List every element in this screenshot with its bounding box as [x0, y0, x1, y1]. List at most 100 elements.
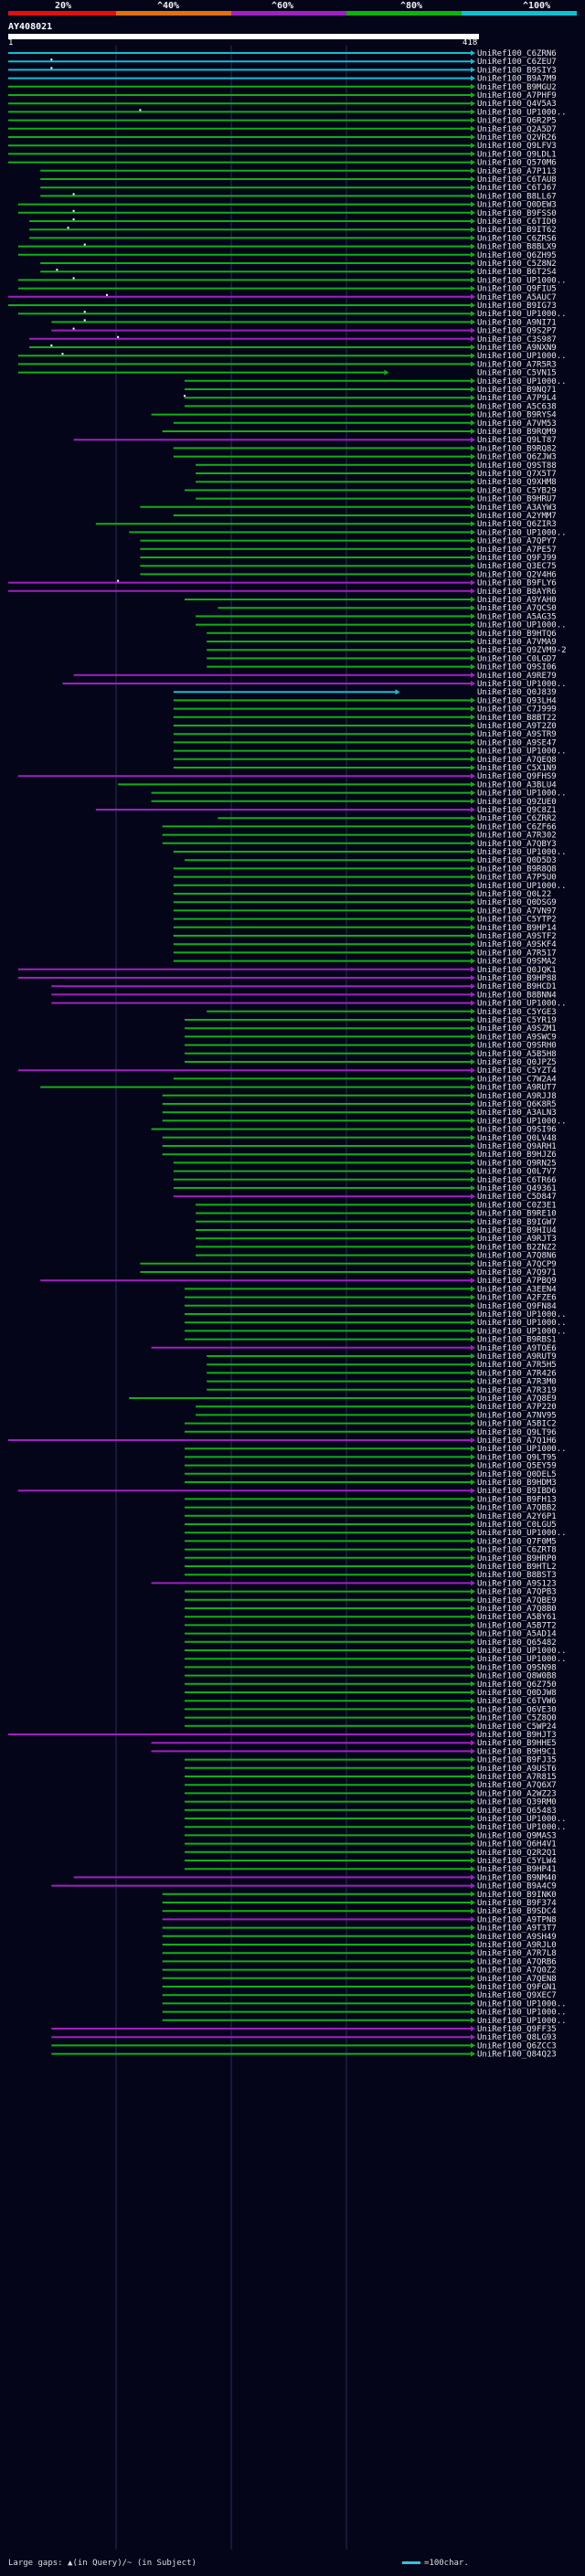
hit-row[interactable]: UniRef100_A9UST6	[184, 1765, 557, 1774]
hit-row[interactable]: UniRef100_Q9ZVM9-2	[207, 646, 567, 655]
hit-label[interactable]: UniRef100_B9FH13	[477, 1495, 557, 1504]
hit-label[interactable]: UniRef100_Q4V5A3	[477, 100, 557, 109]
hit-row[interactable]: UniRef100_Q9FHS9	[17, 772, 557, 781]
hit-label[interactable]: UniRef100_C5Z8Q0	[477, 1714, 557, 1723]
hit-label[interactable]: UniRef100_B9HCD1	[477, 982, 557, 991]
hit-row[interactable]: UniRef100_A9S123	[151, 1579, 557, 1588]
hit-label[interactable]: UniRef100_Q6VE30	[477, 1705, 557, 1714]
hit-row[interactable]: UniRef100_Q9C8Z1	[95, 806, 557, 815]
hit-label[interactable]: UniRef100_UP1000..	[477, 528, 567, 537]
hit-label[interactable]: UniRef100_B9RE10	[477, 1210, 557, 1219]
hit-row[interactable]: UniRef100_Q0D5D3	[184, 856, 557, 865]
hit-row[interactable]: UniRef100_C5YTP2	[173, 916, 557, 925]
hit-label[interactable]: UniRef100_A9NXN9	[477, 344, 557, 353]
hit-label[interactable]: UniRef100_Q0DEL5	[477, 1470, 557, 1479]
hit-row[interactable]: UniRef100_UP1000..	[184, 1655, 567, 1664]
hit-label[interactable]: UniRef100_A9RJT3	[477, 1235, 557, 1244]
hit-label[interactable]: UniRef100_C5YLW4	[477, 1857, 557, 1866]
hit-row[interactable]: UniRef100_B6T2S4	[40, 268, 557, 277]
hit-row[interactable]: UniRef100_B9SDC4	[162, 1907, 557, 1916]
hit-row[interactable]: UniRef100_B9IGW7	[196, 1218, 557, 1227]
hit-row[interactable]: UniRef100_UP1000..	[129, 528, 567, 537]
hit-label[interactable]: UniRef100_Q9LFV3	[477, 142, 557, 151]
hit-row[interactable]: UniRef100_A7Q8N6	[196, 1252, 557, 1261]
hit-row[interactable]: UniRef100_B9IBD6	[17, 1487, 557, 1496]
hit-label[interactable]: UniRef100_B8BST3	[477, 1571, 557, 1580]
hit-label[interactable]: UniRef100_UP1000..	[477, 848, 567, 857]
hit-row[interactable]: UniRef100_B8BST3	[184, 1571, 557, 1580]
hit-label[interactable]: UniRef100_Q5EY59	[477, 1462, 557, 1471]
hit-label[interactable]: UniRef100_Q0D5D3	[477, 856, 557, 865]
hit-label[interactable]: UniRef100_Q9RN25	[477, 1159, 557, 1168]
hit-label[interactable]: UniRef100_B9NQ71	[477, 386, 557, 395]
hit-label[interactable]: UniRef100_C6TAU8	[477, 175, 557, 185]
hit-row[interactable]: UniRef100_C6ZRT8	[184, 1546, 557, 1555]
hit-label[interactable]: UniRef100_C0LGU5	[477, 1521, 557, 1530]
hit-row[interactable]: UniRef100_Q84Q23	[51, 2051, 557, 2060]
hit-label[interactable]: UniRef100_B9HP14	[477, 924, 557, 933]
hit-row[interactable]: UniRef100_A2FZE6	[184, 1294, 557, 1303]
hit-row[interactable]: UniRef100_B9FJ35	[184, 1756, 557, 1765]
hit-label[interactable]: UniRef100_Q6Z750	[477, 1680, 557, 1690]
hit-row[interactable]: UniRef100_A5C638	[184, 402, 557, 411]
hit-label[interactable]: UniRef100_B9HP41	[477, 1865, 557, 1874]
hit-label[interactable]: UniRef100_B9RBS1	[477, 1336, 557, 1345]
hit-row[interactable]: UniRef100_A7R426	[207, 1369, 557, 1378]
hit-label[interactable]: UniRef100_A9SWC9	[477, 1033, 557, 1042]
hit-label[interactable]: UniRef100_C5YTP2	[477, 916, 557, 925]
hit-row[interactable]: UniRef100_A7P113	[40, 167, 557, 176]
hit-label[interactable]: UniRef100_A7QBE9	[477, 1596, 557, 1606]
hit-label[interactable]: UniRef100_A7VMA9	[477, 638, 557, 647]
hit-label[interactable]: UniRef100_A9S123	[477, 1579, 557, 1588]
hit-label[interactable]: UniRef100_Q7X5T7	[477, 470, 557, 479]
hit-row[interactable]: UniRef100_A9NI71	[51, 318, 557, 327]
hit-row[interactable]: UniRef100_A9SH49	[162, 1933, 557, 1942]
hit-label[interactable]: UniRef100_Q9FN84	[477, 1302, 557, 1311]
hit-row[interactable]: UniRef100_A9SWC9	[184, 1033, 557, 1042]
hit-row[interactable]: UniRef100_C0LGD7	[207, 654, 557, 663]
hit-row[interactable]: UniRef100_UP1000..	[184, 1823, 567, 1832]
hit-row[interactable]: UniRef100_B9FLY6	[8, 579, 557, 588]
hit-label[interactable]: UniRef100_B9HJT3	[477, 1731, 557, 1740]
hit-row[interactable]: UniRef100_Q0L22	[173, 890, 551, 899]
hit-label[interactable]: UniRef100_Q9ARH1	[477, 1142, 557, 1151]
hit-label[interactable]: UniRef100_C6TVW6	[477, 1697, 557, 1706]
hit-label[interactable]: UniRef100_A7R5R3	[477, 360, 557, 369]
hit-label[interactable]: UniRef100_A5B7T2	[477, 1621, 557, 1630]
hit-label[interactable]: UniRef100_A7R7L8	[477, 1949, 557, 1958]
hit-row[interactable]: UniRef100_A5B5H8	[184, 1050, 557, 1059]
hit-label[interactable]: UniRef100_UP1000..	[477, 1999, 567, 2009]
hit-label[interactable]: UniRef100_B9F374	[477, 1899, 557, 1908]
hit-row[interactable]: UniRef100_B8BT22	[173, 714, 557, 723]
hit-row[interactable]: UniRef100_B9HP14	[173, 924, 557, 933]
hit-label[interactable]: UniRef100_UP1000..	[477, 1815, 567, 1824]
hit-label[interactable]: UniRef100_B8LL67	[477, 192, 557, 201]
hit-label[interactable]: UniRef100_A5C638	[477, 402, 557, 411]
hit-row[interactable]: UniRef100_A7PE57	[140, 546, 557, 555]
hit-label[interactable]: UniRef100_B9A7M9	[477, 75, 557, 84]
hit-row[interactable]: UniRef100_C6ZEU7	[8, 58, 557, 67]
hit-label[interactable]: UniRef100_Q49361	[477, 1184, 557, 1193]
hit-row[interactable]: UniRef100_B8BLX9	[17, 243, 557, 252]
hit-row[interactable]: UniRef100_C6TR66	[173, 1176, 557, 1185]
hit-label[interactable]: UniRef100_A3AYW3	[477, 504, 557, 513]
hit-row[interactable]: UniRef100_A7R319	[207, 1386, 557, 1395]
hit-row[interactable]: UniRef100_A7QBE9	[184, 1596, 557, 1606]
hit-row[interactable]: UniRef100_B9A4C9	[51, 1882, 557, 1892]
hit-label[interactable]: UniRef100_A7QEN8	[477, 1975, 557, 1984]
hit-row[interactable]: UniRef100_Q9SMA2	[173, 958, 557, 967]
hit-row[interactable]: UniRef100_Q2R2Q1	[184, 1849, 557, 1858]
hit-label[interactable]: UniRef100_C7W2A4	[477, 1075, 557, 1084]
hit-label[interactable]: UniRef100_Q9SN98	[477, 1663, 557, 1672]
hit-label[interactable]: UniRef100_A3BLU4	[477, 780, 557, 790]
hit-label[interactable]: UniRef100_A7P113	[477, 167, 557, 176]
hit-row[interactable]: UniRef100_A7PHF9	[8, 91, 557, 101]
hit-row[interactable]: UniRef100_Q0DEW3	[17, 201, 557, 210]
hit-row[interactable]: UniRef100_A9TOE6	[151, 1344, 557, 1353]
hit-label[interactable]: UniRef100_Q9LDL1	[477, 150, 557, 159]
hit-row[interactable]: UniRef100_B9RBS1	[184, 1336, 557, 1345]
hit-row[interactable]: UniRef100_A9SE47	[173, 738, 557, 747]
hit-row[interactable]: UniRef100_Q0L7V7	[173, 1168, 557, 1177]
hit-row[interactable]: UniRef100_A7Q0Z2	[162, 1966, 557, 1976]
hit-label[interactable]: UniRef100_C5D847	[477, 1193, 557, 1202]
